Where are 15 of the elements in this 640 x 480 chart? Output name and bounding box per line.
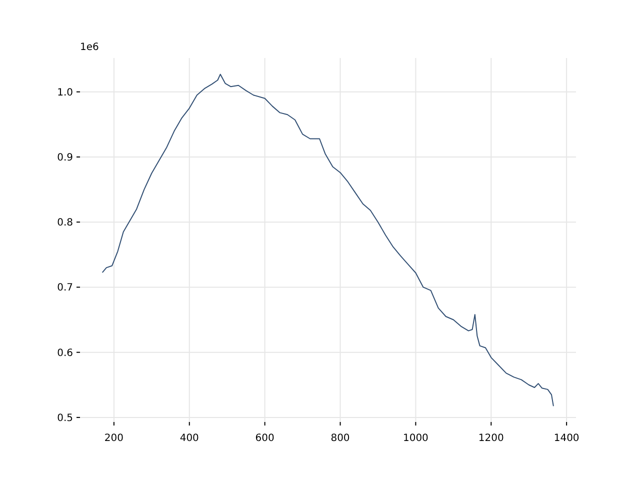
x-tick-label: 600	[255, 433, 274, 444]
y-tick-label: 0.9	[57, 152, 73, 164]
x-tick-label: 800	[330, 433, 350, 444]
y-tick-label: 0.5	[57, 412, 73, 424]
x-tick-label: 1400	[554, 433, 580, 444]
x-tick-label: 200	[104, 433, 124, 444]
x-tick-label: 1000	[402, 433, 428, 444]
x-tick-label: 1200	[478, 433, 504, 444]
y-tick-label: 0.6	[57, 348, 73, 359]
y-tick-label: 0.7	[57, 282, 73, 294]
y-tick-label: 0.8	[57, 218, 73, 229]
line-series	[102, 74, 554, 406]
text: 1e6	[80, 42, 99, 53]
x-tick-label: 400	[180, 433, 199, 444]
y-tick-label: 1.0	[57, 87, 73, 98]
